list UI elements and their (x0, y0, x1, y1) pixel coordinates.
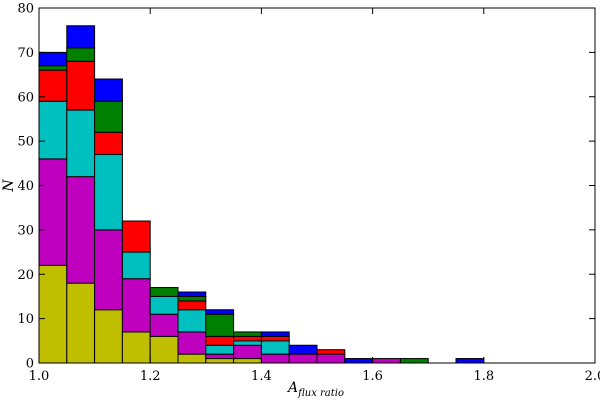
histogram-bar-segment (205, 344, 235, 355)
histogram-bar-segment (399, 358, 429, 364)
histogram-bar-segment (205, 358, 235, 364)
histogram-bar-segment (288, 344, 318, 355)
histogram-bar-segment (205, 353, 235, 360)
x-tick-label: 1.2 (140, 369, 161, 384)
histogram-bar-segment (66, 25, 96, 49)
histogram-bar-segment (344, 358, 374, 364)
histogram-bar-segment (149, 295, 179, 315)
histogram-bar-segment (260, 335, 290, 342)
histogram-bar-segment (94, 309, 123, 364)
histogram-bar-segment (121, 331, 151, 364)
x-axis-label-main: A (286, 380, 298, 396)
histogram-bar-segment (66, 47, 96, 62)
histogram-bar-segment (66, 109, 96, 178)
histogram-bar-segment (260, 353, 290, 364)
histogram-bar-segment (149, 335, 179, 364)
histogram-bar-segment (94, 131, 123, 155)
tick-labels-layer: 1.0 1.2 1.4 1.6 1.8 2.0 0 10 20 30 40 50 60 70 80 (17, 2, 600, 385)
x-axis-label-sub: flux ratio (297, 388, 344, 399)
histogram-bar-segment (149, 287, 179, 297)
histogram-bar-segment (94, 78, 123, 102)
bars-layer (38, 25, 485, 364)
y-axis-label: N (1, 179, 17, 193)
histogram-bar-segment (177, 295, 207, 302)
histogram-bar-segment (316, 349, 346, 355)
histogram-bar-segment (66, 176, 96, 284)
histogram-bar-segment (177, 353, 207, 364)
y-tick-label: 50 (17, 135, 34, 150)
y-tick-label: 20 (17, 268, 34, 283)
histogram-bar-segment (260, 340, 290, 355)
histogram-bar-segment (205, 313, 235, 337)
y-tick-label: 80 (17, 2, 34, 17)
y-tick-label: 0 (26, 357, 34, 372)
plot-frame (38, 7, 596, 364)
histogram-bar-segment (177, 291, 207, 297)
histogram-bar-segment (233, 344, 262, 360)
histogram-bar-segment (66, 282, 96, 364)
histogram-bar-segment (372, 358, 401, 364)
x-axis-label: Aflux ratio (286, 380, 344, 399)
histogram-bar-segment (288, 353, 318, 364)
histogram-bar-segment (233, 335, 262, 342)
histogram-bar-segment (38, 264, 68, 364)
y-tick-label: 60 (17, 90, 34, 105)
histogram-bar-segment (121, 278, 151, 333)
histogram-bar-segment (233, 358, 262, 364)
histogram-bar-segment (233, 331, 262, 337)
histogram-bar-segment (205, 335, 235, 346)
histogram-bar-segment (38, 51, 68, 67)
histogram-bar-segment (121, 220, 151, 253)
histogram-bar-segment (177, 309, 207, 333)
y-tick-label: 70 (17, 46, 34, 61)
x-tick-label: 2.0 (585, 369, 600, 384)
y-tick-label: 10 (17, 312, 34, 327)
x-tick-label: 1.0 (29, 369, 50, 384)
histogram-bar-segment (94, 229, 123, 311)
histogram-bar-segment (177, 300, 207, 311)
histogram-bar-segment (177, 331, 207, 355)
histogram-bar-segment (149, 313, 179, 337)
histogram-bar-segment (205, 309, 235, 315)
y-tick-label: 40 (17, 179, 34, 194)
y-tick-label: 30 (17, 223, 34, 238)
x-tick-label: 1.4 (251, 369, 272, 384)
histogram-bar-segment (260, 331, 290, 337)
histogram-bar-segment (38, 65, 68, 71)
histogram-bar-segment (94, 100, 123, 133)
x-tick-label: 1.6 (362, 369, 383, 384)
histogram-bar-segment (121, 251, 151, 280)
histogram-bar-segment (38, 100, 68, 160)
histogram-bar-segment (316, 353, 346, 364)
histogram-bar-segment (233, 340, 262, 346)
histogram-bar-segment (94, 153, 123, 231)
x-tick-label: 1.8 (473, 369, 494, 384)
histogram-bar-segment (38, 158, 68, 266)
histogram-bar-segment (455, 358, 485, 364)
histogram-bar-segment (66, 60, 96, 111)
